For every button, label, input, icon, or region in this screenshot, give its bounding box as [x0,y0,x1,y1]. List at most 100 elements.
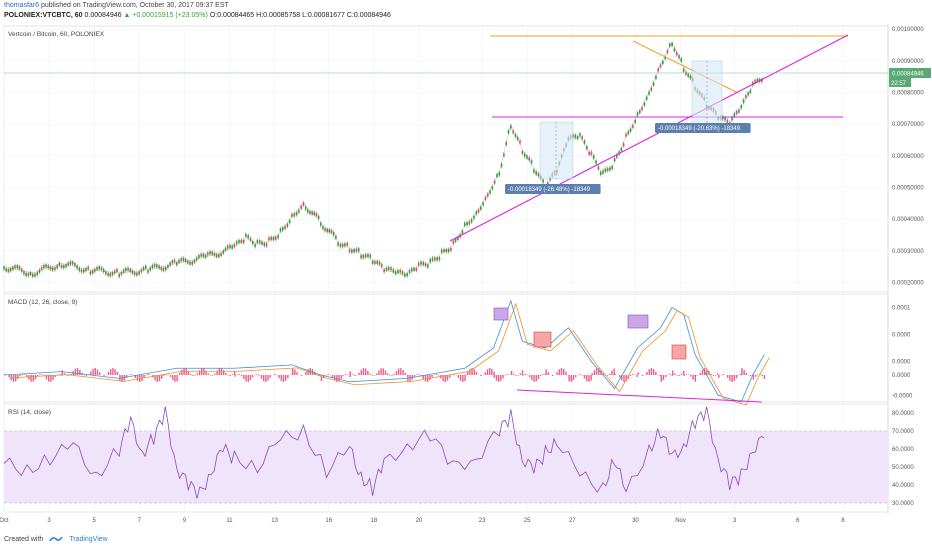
x-tick-label: 27 [569,518,576,524]
candle-body [204,254,207,258]
macd-histogram-bar [706,368,708,375]
macd-histogram-bar [185,368,187,375]
candle-body [43,264,45,268]
candle-body [91,270,94,274]
macd-histogram-bar [61,375,63,376]
countdown-tag: 22:57 [891,81,907,87]
candle-body [625,133,627,137]
rsi-y-tick: 70.0000 [892,429,914,435]
candle-body [27,273,30,277]
macd-histogram-bar [267,375,269,381]
macd-histogram-bar [588,375,590,382]
macd-histogram-bar [712,375,715,376]
macd-histogram-bar [531,375,533,381]
macd-histogram-bar [344,374,347,375]
macd-histogram-bar [107,371,110,375]
macd-histogram-bar [444,375,446,382]
macd-histogram-bar [294,369,296,375]
macd-histogram-bar [446,375,449,381]
macd-histogram-bar [435,374,438,375]
macd-histogram-bar [613,368,615,375]
candle-body [182,257,185,261]
macd-histogram-bar [231,374,234,375]
macd-histogram-bar [652,369,655,375]
macd-peak-box-4 [671,344,687,360]
macd-histogram-bar [495,375,498,381]
macd-histogram-bar [519,373,522,375]
candle-body [5,268,8,272]
macd-histogram-bar [714,375,717,376]
macd-histogram-bar [362,368,365,375]
macd-histogram-bar [491,368,493,375]
candle-body [20,268,23,272]
macd-histogram-bar [579,374,581,375]
candle-body [256,240,259,244]
candle-body [477,209,480,213]
macd-histogram-bar [422,375,424,379]
macd-histogram-bar [515,375,517,376]
macd-histogram-bar [442,375,444,382]
y-tick-label: 0.00090000 [892,59,924,65]
candle-body [673,48,676,52]
macd-histogram-bar [258,375,260,376]
macd-histogram-bar [160,375,163,379]
candle-body [293,213,296,217]
macd-histogram-bar [741,368,743,375]
macd-histogram-bar [30,375,32,382]
y-tick-label: 0.00070000 [892,122,924,128]
candle-body [588,151,590,155]
macd-histogram-bar [522,375,524,376]
macd-histogram-bar [338,375,340,382]
candle-body [489,190,491,194]
macd-histogram-bar [112,368,114,375]
candle-body [311,211,313,215]
ohlc-high: H:0.00085758 [256,12,301,19]
macd-histogram-bar [750,375,752,376]
macd-histogram-bar [591,373,593,375]
candle-body [747,92,749,96]
macd-histogram-bar [400,368,402,375]
candle-body [689,75,692,79]
macd-histogram-bar [493,375,495,378]
publisher-username[interactable]: thomasfar6 [4,2,40,9]
macd-histogram-bar [646,371,648,375]
macd-histogram-bar [521,370,524,375]
tradingview-brand[interactable]: TradingView [69,535,108,543]
rsi-band [4,431,888,503]
macd-histogram-bar [699,372,701,375]
macd-histogram-bar [757,374,759,375]
candle-body [265,243,268,247]
candle-body [434,257,436,261]
macd-histogram-bar [575,375,577,378]
candle-body [662,61,664,65]
macd-histogram-bar [158,375,161,382]
candle-body [457,237,459,241]
macd-histogram-bar [745,372,748,375]
macd-histogram-bar [533,375,535,382]
candle-body [226,245,229,249]
candle-body [195,257,198,261]
macd-histogram-bar [384,370,387,375]
candle-body [404,273,406,277]
candle-body [385,267,388,271]
candle-body [636,112,639,116]
macd-histogram-bar [109,369,112,375]
candle-body [668,43,671,47]
candle-body [480,206,482,210]
candle-body [167,265,169,269]
chart-svg[interactable]: Oct 3 5 7 9 11 13 16 18 20 23 25 27 30 Nov 3 6 8 0.0010000… [0,24,932,528]
candle-body [295,212,298,216]
candle-body [279,228,282,232]
macd-histogram-bar [349,375,351,378]
candle-body [94,268,96,272]
macd-histogram-bar [181,369,183,375]
macd-histogram-bar [205,370,207,375]
macd-histogram-bar [196,373,198,375]
macd-histogram-bar [402,369,404,375]
chart-area[interactable]: Oct 3 5 7 9 11 13 16 18 20 23 25 27 30 Nov 3 6 8 0.0010000… [0,24,932,528]
candle-body [581,136,584,140]
candle-body [613,158,616,162]
macd-histogram-bar [537,375,540,380]
candle-body [344,243,346,247]
candle-body [127,267,129,271]
